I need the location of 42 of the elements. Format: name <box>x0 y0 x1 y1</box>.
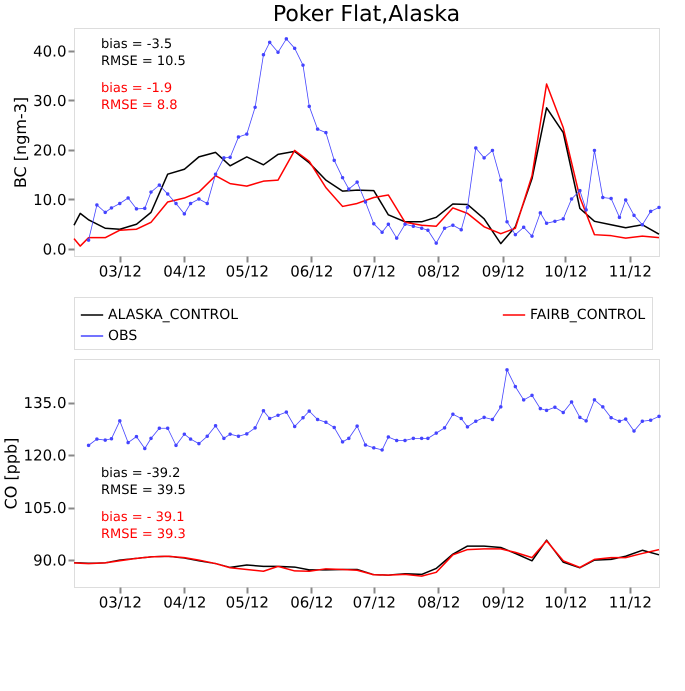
annotation: RMSE = 10.5 <box>101 54 186 69</box>
annotation: RMSE = 39.3 <box>101 527 186 542</box>
legend-label: FAIRB_CONTROL <box>530 307 646 323</box>
x-tick-label: 10/12 <box>544 594 588 612</box>
x-tick-label: 07/12 <box>352 262 396 280</box>
x-tick-label: 08/12 <box>417 594 460 612</box>
y-tick-label: 0.0 <box>42 240 66 259</box>
y-tick-label: 135.0 <box>24 394 66 412</box>
x-tick-label: 03/12 <box>98 262 142 280</box>
legend-label: ALASKA_CONTROL <box>108 307 238 323</box>
x-tick-label: 06/12 <box>290 594 334 612</box>
line-series <box>73 83 660 247</box>
y-axis-title: CO [ppb] <box>2 438 21 510</box>
x-tick-label: 11/12 <box>608 262 652 280</box>
annotation: bias = - 39.1 <box>101 510 185 525</box>
x-tick-label: 03/12 <box>98 594 142 612</box>
annotation: bias = -1.9 <box>101 80 172 96</box>
x-tick-label: 07/12 <box>352 594 396 612</box>
annotation: bias = -3.5 <box>101 36 172 52</box>
chart-title: Poker Flat,Alaska <box>272 2 460 27</box>
x-tick-label: 04/12 <box>163 262 206 280</box>
y-tick-label: 105.0 <box>24 499 66 518</box>
x-tick-label: 05/12 <box>226 262 269 280</box>
x-tick-label: 05/12 <box>226 594 269 612</box>
annotation: bias = -39.2 <box>101 466 180 481</box>
y-tick-label: 30.0 <box>33 92 66 110</box>
x-tick-label: 08/12 <box>417 262 460 280</box>
x-tick-label: 09/12 <box>482 594 525 612</box>
x-tick-label: 09/12 <box>482 262 525 280</box>
y-tick-label: 40.0 <box>33 42 66 60</box>
y-tick-label: 90.0 <box>33 552 66 570</box>
y-tick-label: 120.0 <box>24 446 66 465</box>
x-tick-label: 04/12 <box>163 594 206 612</box>
annotation: RMSE = 39.5 <box>101 483 186 498</box>
annotation: RMSE = 8.8 <box>101 98 178 113</box>
x-tick-label: 11/12 <box>608 594 652 612</box>
x-tick-label: 06/12 <box>290 262 334 280</box>
y-tick-label: 20.0 <box>33 141 66 160</box>
y-tick-label: 10.0 <box>33 190 66 209</box>
x-tick-label: 10/12 <box>544 262 588 280</box>
legend-label: OBS <box>108 328 138 344</box>
y-axis-title: BC [ngm-3] <box>11 96 30 188</box>
